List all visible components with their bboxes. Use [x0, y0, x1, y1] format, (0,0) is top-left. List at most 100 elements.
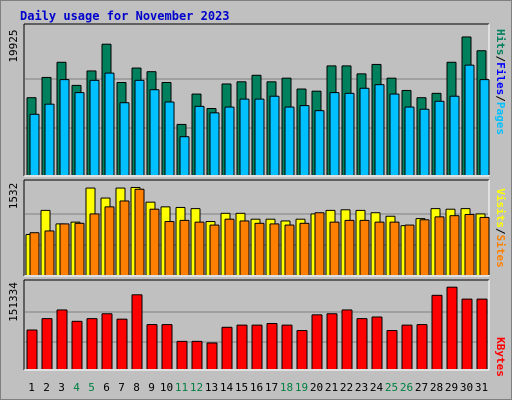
- files-bar: [480, 79, 489, 175]
- files-bar: [465, 65, 474, 175]
- hits-max-label: 19925: [7, 29, 20, 62]
- day-label: 24: [370, 381, 384, 394]
- day-label: 28: [430, 381, 443, 394]
- sites-bar: [60, 223, 69, 275]
- kbytes-bar: [462, 299, 472, 369]
- legend-mid: Visits/Sites: [494, 188, 507, 268]
- sites-bar: [315, 212, 324, 275]
- sites-bar: [180, 220, 189, 275]
- legend-pages: Pages: [494, 102, 507, 135]
- day-label: 30: [460, 381, 473, 394]
- files-bar: [360, 88, 369, 175]
- files-bar: [45, 104, 54, 175]
- day-label: 17: [265, 381, 278, 394]
- files-bar: [90, 80, 99, 175]
- visits-max-label: 1532: [7, 183, 20, 210]
- files-bar: [60, 79, 69, 175]
- files-bar: [75, 92, 84, 175]
- day-label: 23: [355, 381, 368, 394]
- kbytes-bar: [402, 325, 412, 369]
- kbytes-bar: [387, 330, 397, 369]
- sites-bar: [405, 225, 414, 275]
- sites-bar: [90, 213, 99, 275]
- sites-bar: [390, 222, 399, 275]
- files-bar: [240, 99, 249, 175]
- day-label: 20: [310, 381, 323, 394]
- day-label: 14: [220, 381, 234, 394]
- sites-bar: [270, 223, 279, 275]
- day-label: 15: [235, 381, 248, 394]
- files-bar: [330, 92, 339, 175]
- files-bar: [435, 101, 444, 175]
- day-label: 8: [133, 381, 140, 394]
- sites-bar: [240, 220, 249, 275]
- sites-bar: [345, 220, 354, 275]
- files-bar: [315, 110, 324, 175]
- sites-bar: [210, 225, 219, 275]
- day-label: 21: [325, 381, 338, 394]
- chart-title: Daily usage for November 2023: [20, 9, 230, 23]
- legend-hits: Hits: [494, 29, 507, 56]
- sites-bar: [120, 200, 129, 275]
- legend-bottom: KBytes: [494, 337, 507, 377]
- files-bar: [405, 107, 414, 175]
- kbytes-bar: [27, 329, 37, 369]
- kbytes-bar: [267, 323, 277, 369]
- sites-bar: [45, 230, 54, 275]
- day-label: 26: [400, 381, 413, 394]
- day-label: 5: [88, 381, 95, 394]
- kbytes-bar: [117, 319, 127, 369]
- sites-bar: [135, 189, 144, 275]
- files-bar: [375, 84, 384, 175]
- day-label: 11: [175, 381, 188, 394]
- files-bar: [255, 99, 264, 175]
- sites-bar: [75, 223, 84, 275]
- legend-visits: Visits: [494, 188, 507, 228]
- files-bar: [135, 80, 144, 175]
- files-bar: [180, 136, 189, 175]
- day-label: 3: [58, 381, 65, 394]
- legend-sep: /: [494, 95, 507, 102]
- files-bar: [120, 102, 129, 175]
- sites-bar: [150, 209, 159, 275]
- day-label: 10: [160, 381, 173, 394]
- day-label: 2: [43, 381, 50, 394]
- files-bar: [420, 109, 429, 175]
- files-bar: [345, 93, 354, 175]
- sites-bar: [480, 217, 489, 275]
- sites-bar: [165, 221, 174, 275]
- day-label: 27: [415, 381, 428, 394]
- kbytes-bar: [57, 309, 67, 369]
- kbytes-bar: [222, 327, 232, 369]
- kbytes-bar: [297, 330, 307, 369]
- day-label: 16: [250, 381, 263, 394]
- sites-bar: [450, 215, 459, 275]
- kbytes-bar: [477, 299, 487, 369]
- day-label: 18: [280, 381, 293, 394]
- kbytes-bar: [192, 341, 202, 369]
- sites-bar: [195, 222, 204, 275]
- day-label: 25: [385, 381, 398, 394]
- files-bar: [285, 107, 294, 175]
- kbytes-bar: [342, 309, 352, 369]
- files-bar: [210, 112, 219, 175]
- day-label: 4: [73, 381, 80, 394]
- sites-bar: [375, 222, 384, 275]
- kbytes-bar: [102, 313, 112, 369]
- files-bar: [195, 106, 204, 175]
- kbytes-bar: [72, 321, 82, 369]
- files-bar: [165, 102, 174, 175]
- files-bar: [105, 73, 114, 175]
- kbytes-bar: [207, 342, 217, 369]
- kbytes-bar: [132, 294, 142, 369]
- legend-kbytes: KBytes: [494, 337, 507, 377]
- kbytes-bar: [162, 324, 172, 369]
- sites-bar: [330, 222, 339, 275]
- kbytes-bar: [252, 325, 262, 369]
- day-label: 12: [190, 381, 203, 394]
- legend-top: Hits/Files/Pages: [494, 29, 507, 135]
- files-bar: [270, 96, 279, 175]
- sites-bar: [225, 219, 234, 275]
- day-label: 9: [148, 381, 155, 394]
- kbytes-bar: [417, 324, 427, 369]
